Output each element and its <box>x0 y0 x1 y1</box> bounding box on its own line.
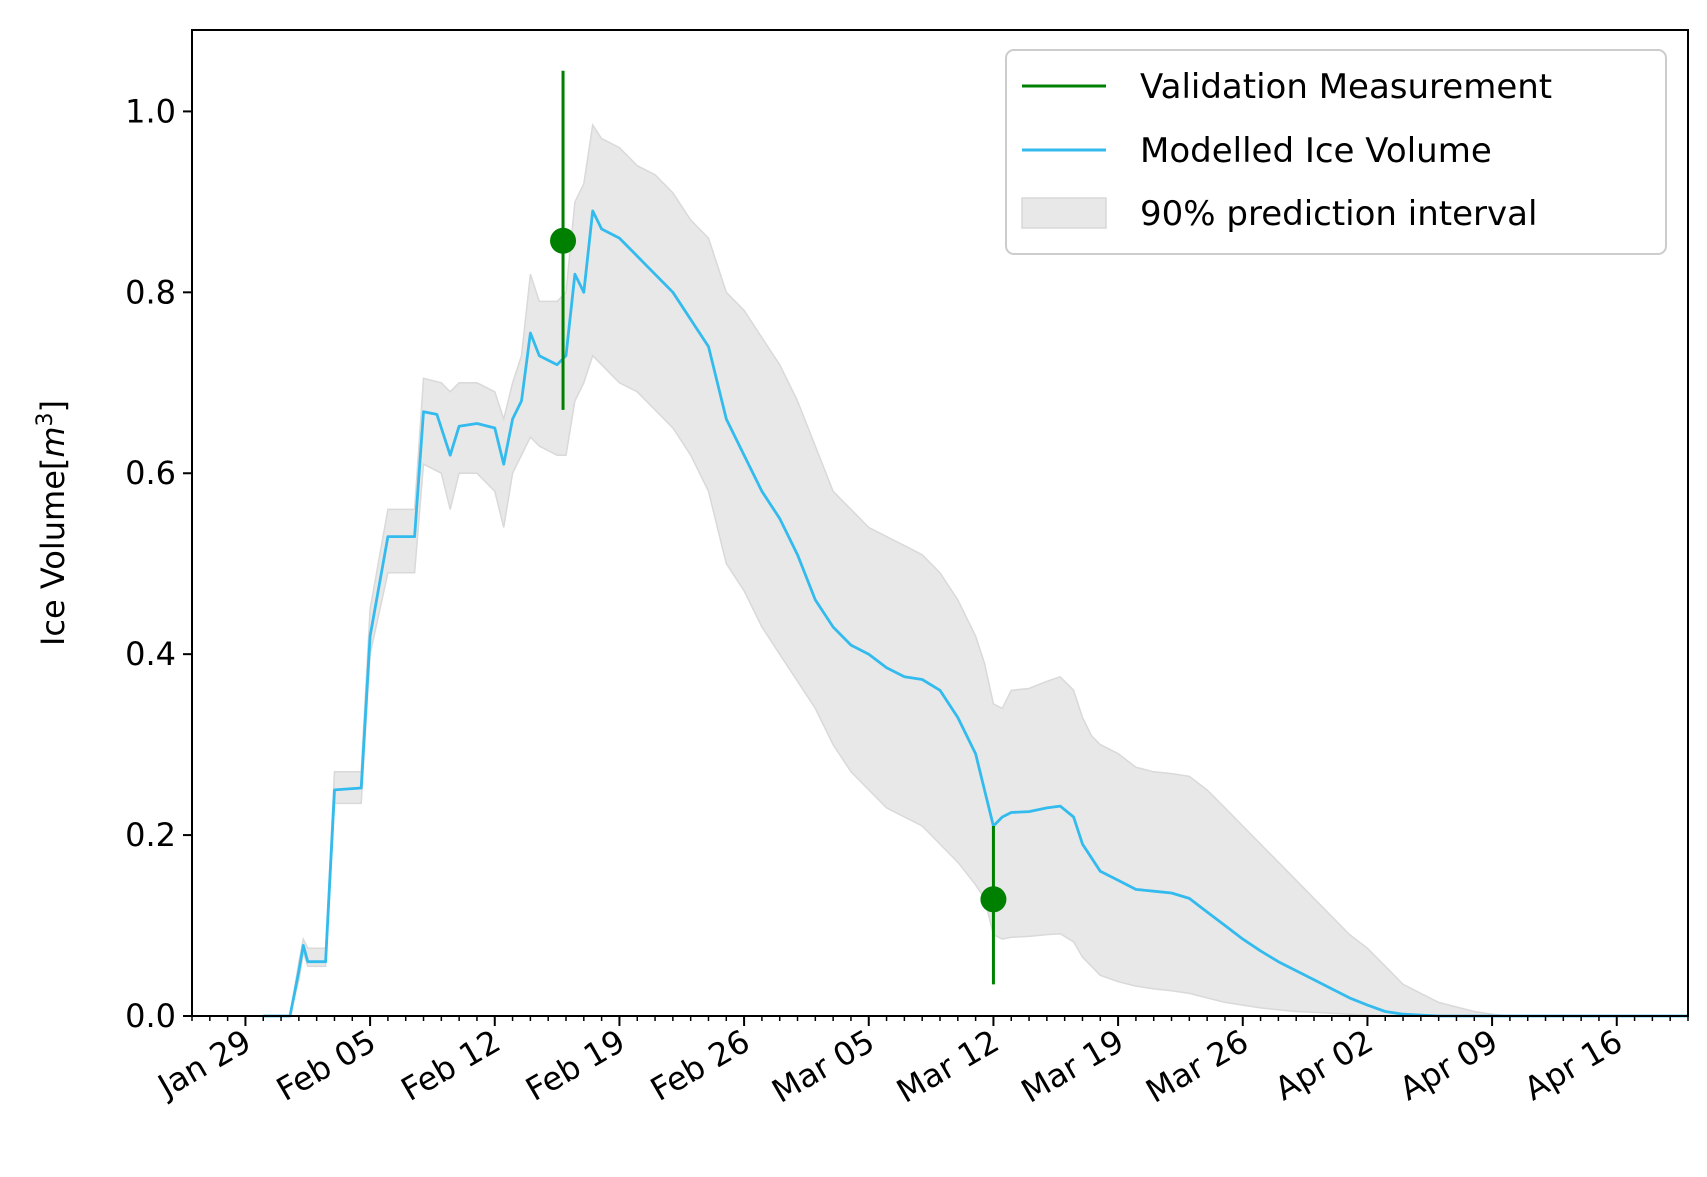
legend-frame <box>1005 49 1667 255</box>
y-axis-label-exponent: 3 <box>33 412 58 426</box>
modelled-ice-volume-line <box>263 209 1688 1018</box>
y-axis-label-unit: m <box>34 426 72 457</box>
legend-model-label: Modelled Ice Volume <box>1140 131 1492 171</box>
y-axis-label-base: Ice Volume[ <box>34 458 72 646</box>
y-tick-label: 0.0 <box>125 997 176 1035</box>
validation-point-1 <box>980 886 1007 913</box>
validation-measurements <box>550 70 1007 985</box>
legend: Validation Measurement Modelled Ice Volu… <box>1005 49 1667 255</box>
y-axis-label-close: ] <box>34 400 72 412</box>
legend-interval-swatch <box>1021 197 1107 229</box>
y-axis-ticks: 0.0 0.2 0.4 0.6 0.8 1.0 <box>125 92 192 1035</box>
y-tick-label: 0.6 <box>125 454 176 492</box>
validation-point-0 <box>550 227 577 254</box>
legend-interval-label: 90% prediction interval <box>1140 194 1537 234</box>
y-tick-label: 1.0 <box>125 92 176 130</box>
y-tick-label: 0.8 <box>125 273 176 311</box>
legend-validation-label: Validation Measurement <box>1140 67 1552 107</box>
y-tick-label: 0.2 <box>125 816 176 854</box>
y-axis-label: Ice Volume[m3] <box>33 400 72 646</box>
y-tick-label: 0.4 <box>125 635 176 673</box>
